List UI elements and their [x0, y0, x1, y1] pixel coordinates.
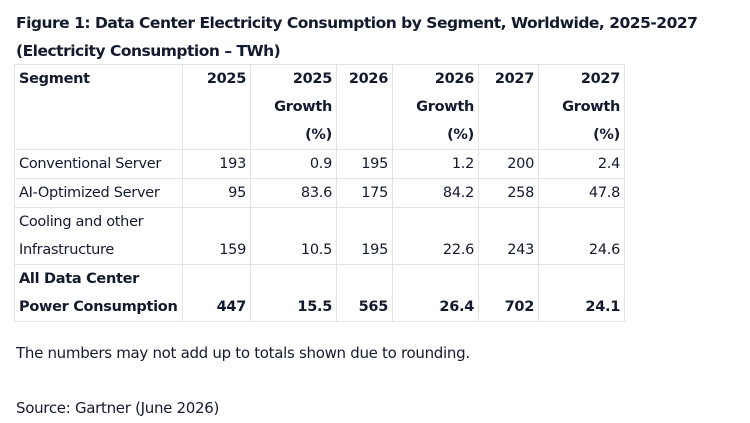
row-segment-label: AI-Optimized Server	[14, 178, 183, 208]
cell-2027-growth: 2.4	[538, 149, 625, 179]
column-header-2026-growth: 2026 Growth (%)	[392, 64, 479, 150]
row-segment-label: Cooling and other Infrastructure	[14, 207, 183, 265]
table-row: AI-Optimized Server 95 83.6 175 84.2 258…	[14, 178, 625, 208]
cell-2027: 258	[478, 178, 539, 208]
cell-2025: 447	[182, 264, 251, 322]
cell-2027: 702	[478, 264, 539, 322]
rounding-footnote: The numbers may not add up to totals sho…	[16, 344, 470, 362]
cell-2026-growth: 22.6	[392, 207, 479, 265]
cell-2025: 95	[182, 178, 251, 208]
row-segment-label: Conventional Server	[14, 149, 183, 179]
cell-2025: 159	[182, 207, 251, 265]
cell-2027: 200	[478, 149, 539, 179]
column-header-2025: 2025	[182, 64, 251, 150]
cell-2026-growth: 84.2	[392, 178, 479, 208]
table-total-row: All Data Center Power Consumption 447 15…	[14, 264, 625, 322]
cell-2026: 175	[336, 178, 393, 208]
cell-2026: 195	[336, 207, 393, 265]
cell-2025: 193	[182, 149, 251, 179]
cell-2027-growth: 24.1	[538, 264, 625, 322]
electricity-consumption-table: Segment 2025 2025 Growth (%) 2026 2026 G…	[14, 64, 625, 322]
figure-title: Figure 1: Data Center Electricity Consum…	[16, 14, 698, 60]
cell-2026-growth: 26.4	[392, 264, 479, 322]
column-header-2026: 2026	[336, 64, 393, 150]
column-header-2027-growth: 2027 Growth (%)	[538, 64, 625, 150]
table-row: Conventional Server 193 0.9 195 1.2 200 …	[14, 149, 625, 179]
table-header-row: Segment 2025 2025 Growth (%) 2026 2026 G…	[14, 64, 625, 150]
table-row: Cooling and other Infrastructure 159 10.…	[14, 207, 625, 265]
row-segment-label: All Data Center Power Consumption	[14, 264, 183, 322]
column-header-segment: Segment	[14, 64, 183, 150]
source-citation: Source: Gartner (June 2026)	[16, 399, 220, 417]
cell-2027-growth: 24.6	[538, 207, 625, 265]
cell-2025-growth: 15.5	[250, 264, 337, 322]
cell-2027: 243	[478, 207, 539, 265]
cell-2027-growth: 47.8	[538, 178, 625, 208]
column-header-2027: 2027	[478, 64, 539, 150]
cell-2026: 565	[336, 264, 393, 322]
cell-2026-growth: 1.2	[392, 149, 479, 179]
column-header-2025-growth: 2025 Growth (%)	[250, 64, 337, 150]
cell-2025-growth: 83.6	[250, 178, 337, 208]
cell-2026: 195	[336, 149, 393, 179]
cell-2025-growth: 10.5	[250, 207, 337, 265]
cell-2025-growth: 0.9	[250, 149, 337, 179]
